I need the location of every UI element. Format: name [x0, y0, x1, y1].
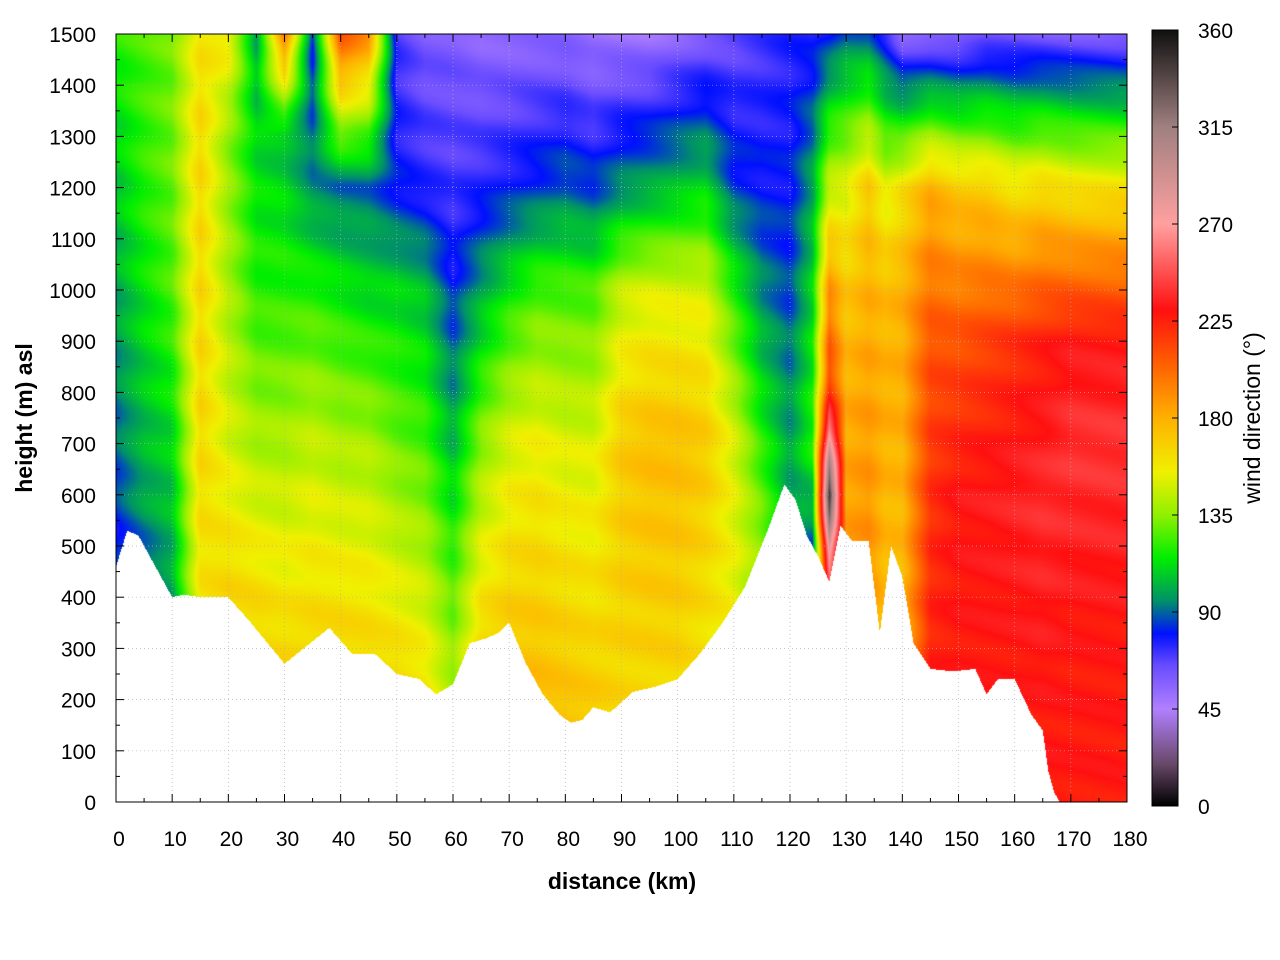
y-tick-label: 200 — [61, 690, 96, 713]
x-tick-label: 20 — [220, 828, 243, 851]
colorbar-tick-label: 360 — [1198, 20, 1233, 43]
x-tick-label: 120 — [775, 828, 810, 851]
x-tick-label: 70 — [500, 828, 523, 851]
y-tick-label: 0 — [84, 792, 96, 815]
y-tick-label: 1000 — [49, 280, 96, 303]
y-tick-label: 900 — [61, 331, 96, 354]
x-tick-label: 140 — [888, 828, 923, 851]
y-tick-label: 100 — [61, 741, 96, 764]
y-tick-label: 1300 — [49, 126, 96, 149]
tick-marks — [115, 33, 1128, 803]
y-tick-label: 500 — [61, 536, 96, 559]
colorbar-tick-label: 90 — [1198, 602, 1221, 625]
x-axis: 0 10 20 30 40 50 60 70 80 90 100 110 120 130 140 150 160… — [113, 828, 1147, 851]
x-tick-label: 10 — [163, 828, 186, 851]
colorbar-tick-label: 0 — [1198, 796, 1210, 819]
grid-lines — [116, 34, 1127, 802]
y-axis: 0 100 200 300 400 500 600 700 800 900 1000 1100 1200… — [49, 24, 96, 815]
x-tick-label: 80 — [557, 828, 580, 851]
x-tick-label: 0 — [113, 828, 125, 851]
colorbar-title: wind direction (°) — [1239, 332, 1265, 505]
colorbar-tick-label: 180 — [1198, 408, 1233, 431]
y-tick-label: 700 — [61, 434, 96, 457]
x-tick-label: 170 — [1056, 828, 1091, 851]
x-tick-label: 160 — [1000, 828, 1035, 851]
x-tick-label: 130 — [832, 828, 867, 851]
x-tick-label: 90 — [613, 828, 636, 851]
x-tick-label: 180 — [1112, 828, 1147, 851]
x-tick-label: 40 — [332, 828, 355, 851]
colorbar-tick-label: 270 — [1198, 214, 1233, 237]
y-axis-title: height (m) asl — [11, 343, 37, 493]
y-tick-label: 300 — [61, 638, 96, 661]
y-tick-label: 1200 — [49, 178, 96, 201]
colorbar-tick-label: 45 — [1198, 699, 1221, 722]
colorbar: 0 45 90 135 180 225 270 315 360 wind direction (… — [1151, 20, 1265, 819]
colorbar-tick-label: 135 — [1198, 505, 1233, 528]
y-tick-label: 1100 — [51, 229, 96, 252]
x-tick-label: 110 — [720, 828, 753, 851]
x-axis-title: distance (km) — [548, 868, 696, 894]
colorbar-ticks: 0 45 90 135 180 225 270 315 360 — [1172, 20, 1233, 819]
y-tick-label: 1400 — [49, 75, 96, 98]
y-tick-label: 400 — [61, 587, 96, 610]
x-tick-label: 30 — [276, 828, 299, 851]
y-tick-label: 800 — [61, 382, 96, 405]
colorbar-tick-label: 315 — [1198, 117, 1233, 140]
x-tick-label: 100 — [663, 828, 698, 851]
x-tick-label: 50 — [388, 828, 411, 851]
y-tick-label: 600 — [61, 485, 96, 508]
colorbar-tick-label: 225 — [1198, 311, 1233, 334]
x-tick-label: 150 — [944, 828, 979, 851]
x-tick-label: 60 — [444, 828, 467, 851]
plot-area — [115, 33, 1128, 803]
y-tick-label: 1500 — [49, 24, 96, 47]
